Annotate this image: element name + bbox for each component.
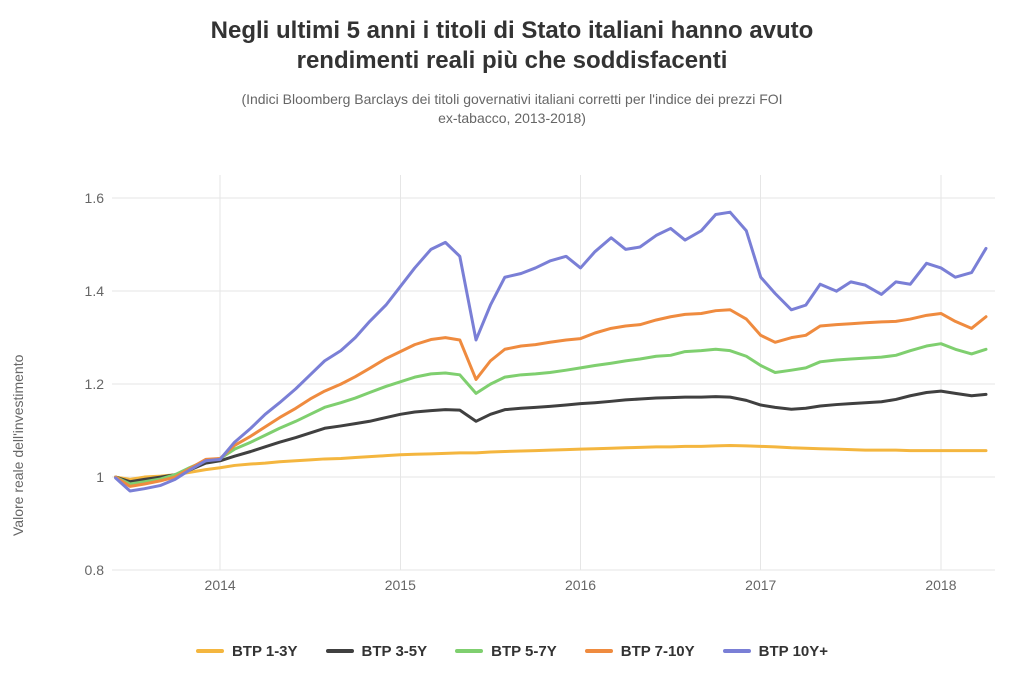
series-line xyxy=(116,310,986,487)
x-tick-label: 2015 xyxy=(385,577,416,593)
legend-swatch xyxy=(585,649,613,653)
series-line xyxy=(116,391,986,482)
legend-swatch xyxy=(723,649,751,653)
chart-container: Negli ultimi 5 anni i titoli di Stato it… xyxy=(0,0,1024,683)
series-line xyxy=(116,445,986,479)
x-tick-label: 2016 xyxy=(565,577,596,593)
chart-title-line2: rendimenti reali più che soddisfacenti xyxy=(297,47,728,74)
legend: BTP 1-3Y BTP 3-5Y BTP 5-7Y BTP 7-10Y BTP 10Y… xyxy=(0,640,1024,660)
y-tick-label: 0.8 xyxy=(85,562,105,578)
chart-subtitle-line1: (Indici Bloomberg Barclays dei titoli go… xyxy=(241,91,782,107)
legend-label: BTP 1-3Y xyxy=(232,643,298,660)
chart-title-line1: Negli ultimi 5 anni i titoli di Stato it… xyxy=(211,17,814,44)
legend-item[interactable]: BTP 10Y+ xyxy=(723,643,828,660)
legend-item[interactable]: BTP 7-10Y xyxy=(585,643,695,660)
legend-item[interactable]: BTP 1-3Y xyxy=(196,643,298,660)
x-tick-label: 2014 xyxy=(205,577,236,593)
chart-subtitle: (Indici Bloomberg Barclays dei titoli go… xyxy=(0,76,1024,128)
legend-swatch xyxy=(196,649,224,653)
legend-item[interactable]: BTP 5-7Y xyxy=(455,643,557,660)
legend-label: BTP 10Y+ xyxy=(759,643,828,660)
y-tick-label: 1.6 xyxy=(85,190,105,206)
legend-label: BTP 3-5Y xyxy=(362,643,428,660)
legend-label: BTP 5-7Y xyxy=(491,643,557,660)
legend-label: BTP 7-10Y xyxy=(621,643,695,660)
plot-area: 0.8 1 1.2 1.4 1.6 2014 2015 2016 2017 2018 xyxy=(72,170,1000,600)
y-tick-label: 1.4 xyxy=(85,283,105,299)
chart-title: Negli ultimi 5 anni i titoli di Stato it… xyxy=(0,0,1024,76)
x-tick-label: 2017 xyxy=(745,577,776,593)
legend-swatch xyxy=(326,649,354,653)
y-tick-label: 1.2 xyxy=(85,376,105,392)
chart-subtitle-line2: ex-tabacco, 2013-2018) xyxy=(438,110,586,126)
legend-swatch xyxy=(455,649,483,653)
legend-item[interactable]: BTP 3-5Y xyxy=(326,643,428,660)
y-tick-label: 1 xyxy=(96,469,104,485)
y-axis-title: Valore reale dell'investimento xyxy=(10,354,26,535)
x-tick-label: 2018 xyxy=(925,577,956,593)
